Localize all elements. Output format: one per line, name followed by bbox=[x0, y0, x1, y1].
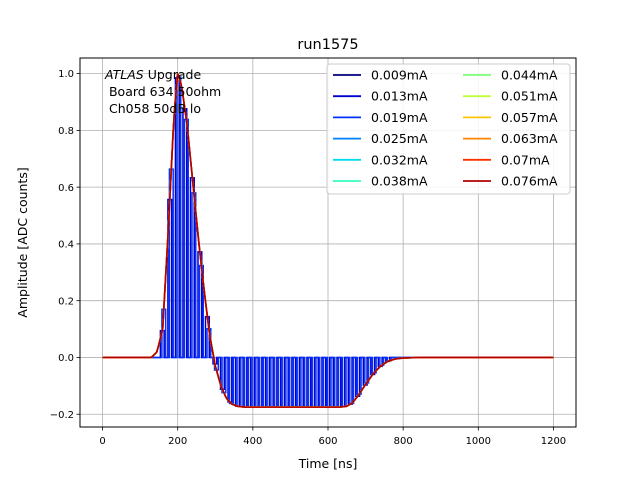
legend-label: 0.063mA bbox=[501, 131, 558, 146]
x-tick-label: 200 bbox=[168, 436, 187, 447]
x-tick-label: 1000 bbox=[466, 436, 491, 447]
legend-label: 0.025mA bbox=[371, 131, 428, 146]
y-tick-label: −0.2 bbox=[50, 410, 74, 421]
y-tick-label: 0.2 bbox=[58, 296, 74, 307]
legend-label: 0.076mA bbox=[501, 174, 558, 189]
legend-label: 0.051mA bbox=[501, 89, 558, 104]
legend-label: 0.057mA bbox=[501, 110, 558, 125]
x-axis-label: Time [ns] bbox=[298, 456, 358, 471]
chart-title: run1575 bbox=[297, 37, 358, 53]
y-tick-label: 0.8 bbox=[58, 126, 74, 137]
annotation-line-2: Board 634 50ohm bbox=[105, 84, 221, 99]
legend-label: 0.07mA bbox=[501, 152, 550, 167]
series-layer bbox=[102, 73, 554, 408]
series-line-0.076mA bbox=[102, 73, 554, 408]
legend-box bbox=[326, 63, 571, 195]
y-tick-label: 1.0 bbox=[58, 69, 74, 80]
annotation-experiment-suffix: Upgrade bbox=[144, 67, 202, 82]
legend-label: 0.009mA bbox=[371, 68, 428, 83]
axis-ticks: 0 200 400 600 800 1000 1200 −0.2 0.0 0.2 0.4 0.6 0.8… bbox=[50, 69, 566, 447]
legend: 0.009mA 0.013mA 0.019mA 0.025mA 0.032mA 0.038… bbox=[326, 63, 571, 195]
legend-label: 0.044mA bbox=[501, 68, 558, 83]
x-tick-label: 600 bbox=[318, 436, 337, 447]
legend-label: 0.038mA bbox=[371, 174, 428, 189]
y-tick-label: 0.0 bbox=[58, 353, 74, 364]
x-tick-label: 1200 bbox=[541, 436, 566, 447]
annotation-experiment: ATLAS bbox=[104, 67, 144, 82]
x-tick-label: 0 bbox=[99, 436, 105, 447]
x-tick-label: 800 bbox=[394, 436, 413, 447]
annotation-line-1: ATLAS Upgrade bbox=[104, 67, 201, 82]
y-axis-label: Amplitude [ADC counts] bbox=[15, 167, 30, 317]
legend-label: 0.032mA bbox=[371, 152, 428, 167]
legend-label: 0.019mA bbox=[371, 110, 428, 125]
annotation: ATLAS Upgrade Board 634 50ohm Ch058 50dB… bbox=[104, 67, 221, 116]
y-tick-label: 0.4 bbox=[58, 240, 74, 251]
annotation-line-3: Ch058 50dB lo bbox=[105, 101, 201, 116]
x-tick-label: 400 bbox=[243, 436, 262, 447]
y-tick-label: 0.6 bbox=[58, 183, 74, 194]
legend-label: 0.013mA bbox=[371, 89, 428, 104]
